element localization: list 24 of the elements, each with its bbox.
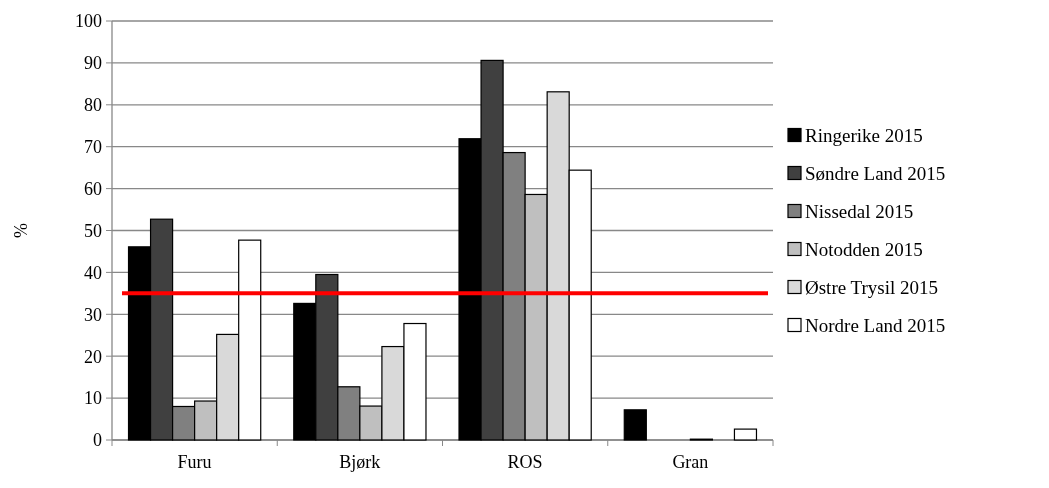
y-tick-label: 40 — [84, 262, 102, 283]
legend-label: Østre Trysil 2015 — [805, 277, 939, 299]
y-tick-label: 100 — [75, 11, 102, 32]
legend-label: Søndre Land 2015 — [805, 163, 946, 185]
y-tick-label: 60 — [84, 178, 102, 199]
bar — [733, 428, 758, 441]
bar — [623, 409, 647, 441]
y-tick-label: 0 — [93, 430, 102, 451]
x-tick-label: ROS — [507, 452, 543, 472]
legend-label: Nordre Land 2015 — [805, 315, 946, 337]
y-tick-label: 10 — [84, 388, 102, 409]
legend-label: Nissedal 2015 — [805, 201, 914, 223]
legend-label: Ringerike 2015 — [805, 125, 923, 147]
legend-label: Notodden 2015 — [805, 239, 923, 261]
x-tick-label: Furu — [177, 452, 212, 472]
y-tick-label: 50 — [84, 220, 102, 241]
x-tick-label: Gran — [672, 452, 709, 472]
y-tick-label: 70 — [84, 137, 102, 157]
x-tick-label: Bjørk — [339, 452, 381, 472]
y-tick-label: 90 — [84, 53, 102, 74]
y-tick-label: 30 — [84, 304, 102, 325]
y-tick-label: 20 — [84, 346, 102, 367]
y-axis-title: % — [11, 223, 31, 238]
y-tick-label: 80 — [84, 95, 102, 116]
